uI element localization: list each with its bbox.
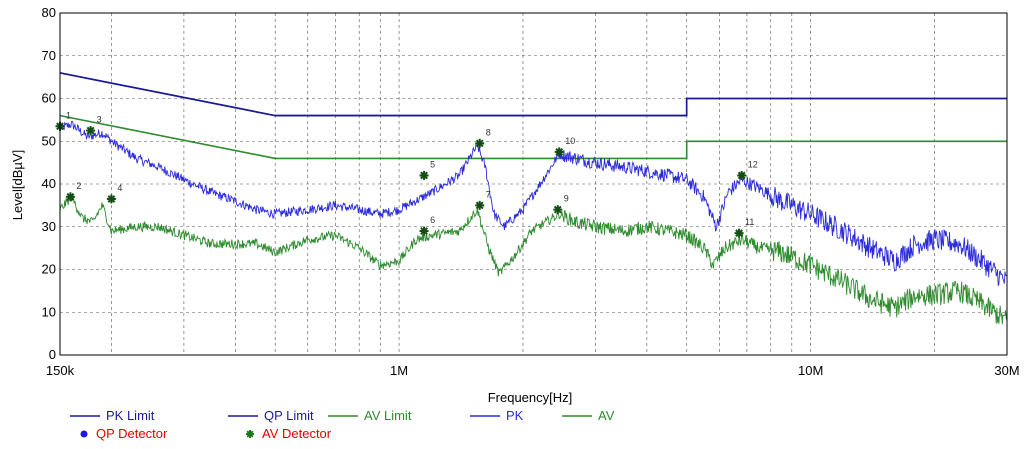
marker-10 (554, 147, 564, 157)
marker-11 (734, 228, 744, 238)
marker-label: 6 (430, 215, 435, 225)
marker-9 (553, 205, 563, 215)
plot-frame (59, 12, 1008, 356)
marker-4 (106, 194, 116, 204)
tick-labels: 0 10 20 30 40 50 60 70 80 150k 1M 10M 30M (42, 5, 1020, 378)
legend: PK Limit QP Limit AV Limit PK AV QP Detector A… (70, 408, 615, 441)
marker-label: 10 (565, 136, 575, 146)
marker-6 (419, 226, 429, 236)
series-qp-limit (59, 72, 1007, 117)
x-axis-title: Frequency[Hz] (488, 390, 573, 405)
series-pk (59, 120, 1008, 286)
marker-label: 12 (748, 159, 758, 169)
legend-label: AV (598, 408, 615, 423)
x-tick-label: 150k (46, 363, 75, 378)
y-tick-label: 60 (42, 91, 56, 106)
series-av (59, 194, 1008, 325)
series-av-limit (59, 114, 1007, 160)
x-tick-label: 1M (390, 363, 408, 378)
y-tick-label: 30 (42, 219, 56, 234)
marker-label: 3 (97, 115, 102, 125)
marker-7 (475, 200, 485, 210)
legend-label: PK (506, 408, 524, 423)
y-tick-label: 10 (42, 304, 56, 319)
marker-label: 11 (745, 217, 754, 227)
y-tick-label: 0 (49, 347, 56, 362)
series-pk-limit (59, 72, 1007, 117)
legend-dot-icon (80, 430, 88, 438)
marker-label: 7 (486, 189, 491, 199)
x-tick-label: 30M (994, 363, 1019, 378)
y-tick-label: 40 (42, 176, 56, 191)
legend-label: AV Limit (364, 408, 412, 423)
legend-asterisk-icon (246, 430, 254, 438)
marker-label: 1 (66, 110, 71, 120)
y-tick-label: 70 (42, 48, 56, 63)
marker-label: 5 (430, 159, 435, 169)
marker-8 (475, 138, 485, 148)
legend-label: AV Detector (262, 426, 332, 441)
legend-label: PK Limit (106, 408, 155, 423)
y-tick-label: 20 (42, 262, 56, 277)
marker-label: 9 (564, 194, 569, 204)
y-tick-label: 50 (42, 133, 56, 148)
marker-3 (86, 126, 96, 136)
x-tick-label: 10M (798, 363, 823, 378)
y-axis-title: Level[dBµV] (10, 150, 25, 220)
legend-label: QP Detector (96, 426, 168, 441)
marker-label: 8 (486, 127, 491, 137)
marker-label: 2 (76, 181, 81, 191)
y-tick-label: 80 (42, 5, 56, 20)
marker-5 (419, 170, 429, 180)
legend-label: QP Limit (264, 408, 314, 423)
marker-12 (737, 170, 747, 180)
marker-2 (65, 192, 75, 202)
grid (59, 12, 1008, 356)
series-layer (59, 72, 1008, 325)
marker-label: 4 (117, 183, 122, 193)
